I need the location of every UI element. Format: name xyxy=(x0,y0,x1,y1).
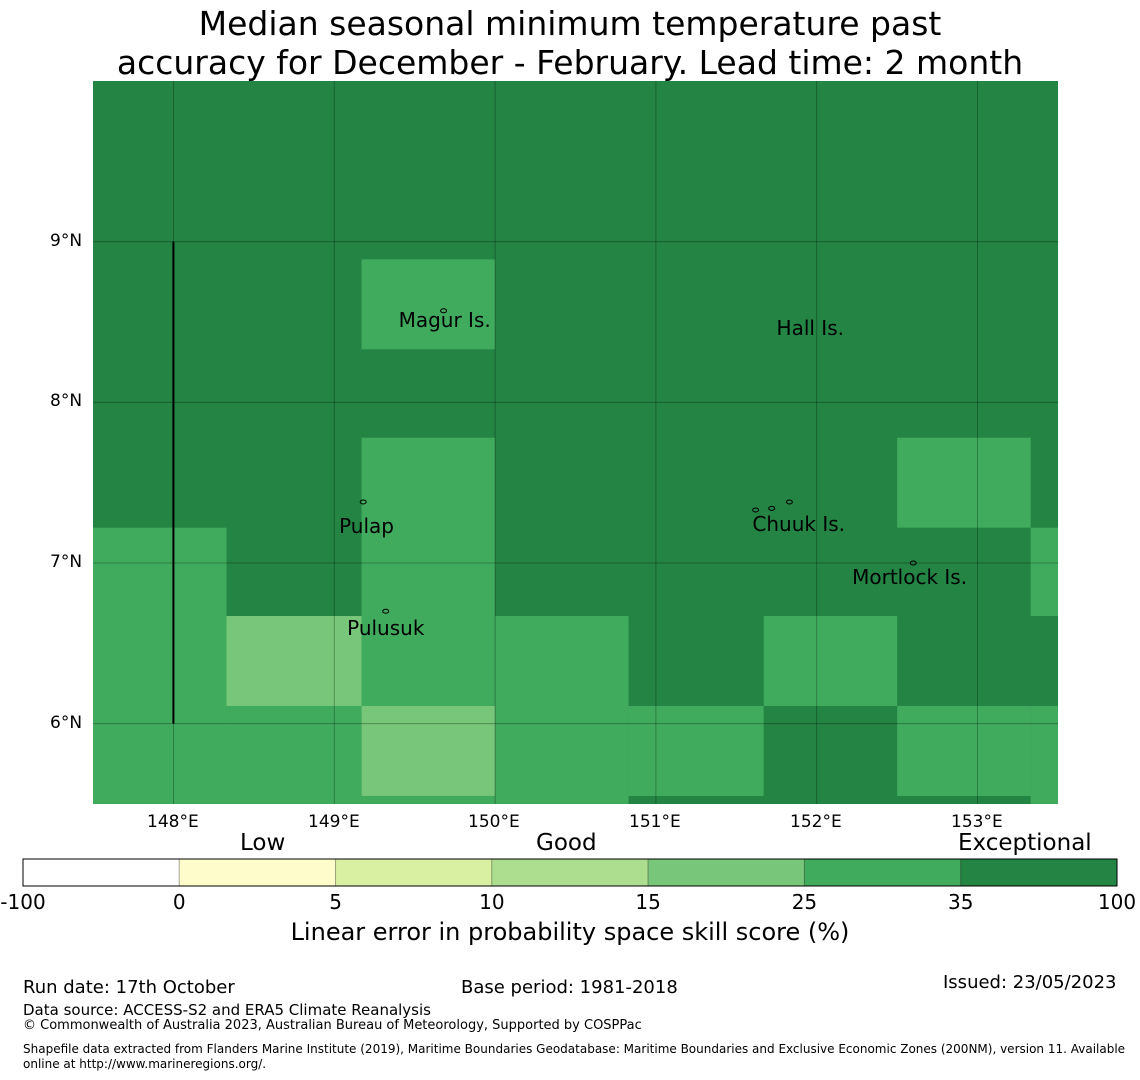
colorbar xyxy=(22,858,1118,887)
skill-map xyxy=(93,81,1058,804)
lat-tick: 8°N xyxy=(50,391,83,411)
category-low: Low xyxy=(240,830,286,856)
data-source: Data source: ACCESS-S2 and ERA5 Climate … xyxy=(23,1001,431,1019)
colorbar-tick: 5 xyxy=(329,890,342,914)
island-outline xyxy=(768,505,776,511)
colorbar-swatch xyxy=(960,858,1118,887)
colorbar-frame xyxy=(22,858,1118,887)
title-line-2: accuracy for December - February. Lead t… xyxy=(116,43,1024,82)
place-label-mortlock: Mortlock Is. xyxy=(852,565,968,590)
lat-tick: 9°N xyxy=(50,231,83,251)
grid-cell xyxy=(361,795,496,804)
colorbar-swatch xyxy=(335,858,493,887)
island-outline xyxy=(440,308,448,314)
lat-tick: 6°N xyxy=(50,713,83,733)
place-label-magur: Magur Is. xyxy=(398,308,491,332)
colorbar-tick: 35 xyxy=(947,890,974,914)
colorbar-tick: 100 xyxy=(1097,890,1137,914)
map-cells xyxy=(93,259,1058,804)
colorbar-tick: 15 xyxy=(635,890,661,914)
shapefile-credit-2: online at http://www.marineregions.org/. xyxy=(23,1057,267,1071)
grid-cell xyxy=(93,527,227,804)
place-label-pulusuk: Pulusuk xyxy=(347,616,425,641)
colorbar-swatch xyxy=(22,858,180,887)
colorbar-swatch xyxy=(803,858,962,887)
grid-cell xyxy=(763,616,898,706)
colorbar-swatch xyxy=(647,858,805,887)
lon-tick: 153°E xyxy=(951,812,1003,832)
island-outline xyxy=(359,499,367,505)
title-line-1: Median seasonal minimum temperature past xyxy=(198,4,942,43)
place-label-pulap: Pulap xyxy=(339,513,394,538)
place-label-hall: Hall Is. xyxy=(776,316,844,341)
colorbar-tick: 0 xyxy=(172,890,186,914)
lat-tick: 7°N xyxy=(50,552,83,572)
island-outlines xyxy=(359,308,917,614)
island-outline xyxy=(752,507,760,513)
lon-tick: 148°E xyxy=(147,812,199,832)
page-title: Median seasonal minimum temperature past… xyxy=(0,4,1140,82)
lon-tick: 152°E xyxy=(790,812,842,832)
colorbar-label: Linear error in probability space skill … xyxy=(290,918,850,946)
colorbar-tick: 10 xyxy=(479,890,505,914)
shapefile-credit-1: Shapefile data extracted from Flanders M… xyxy=(23,1042,1126,1056)
grid-cell xyxy=(628,705,764,796)
run-date: Run date: 17th October xyxy=(23,977,235,998)
lon-tick: 151°E xyxy=(629,812,681,832)
grid-cell xyxy=(361,259,496,350)
lon-tick: 150°E xyxy=(468,812,520,832)
island-outline xyxy=(785,499,793,505)
grid-cell xyxy=(361,705,496,796)
grid-cell xyxy=(897,705,1031,796)
colorbar-tick: 25 xyxy=(791,890,818,914)
grid-cell xyxy=(361,437,496,706)
colorbar-swatch xyxy=(178,858,337,887)
graticule xyxy=(93,81,1058,804)
grid-cell xyxy=(226,616,362,706)
category-exceptional: Exceptional xyxy=(958,830,1092,856)
grid-cell xyxy=(1030,527,1058,617)
grid-cell xyxy=(495,616,629,804)
island-outline xyxy=(909,560,917,566)
grid-cell xyxy=(226,705,362,804)
island-outline xyxy=(382,608,390,614)
grid-cell xyxy=(1030,705,1058,804)
colorbar-tick: -100 xyxy=(0,890,46,914)
colorbar-swatch xyxy=(491,858,649,887)
base-period: Base period: 1981-2018 xyxy=(461,977,678,998)
place-label-chuuk: Chuuk Is. xyxy=(752,512,846,537)
category-good: Good xyxy=(536,830,597,856)
copyright: © Commonwealth of Australia 2023, Austra… xyxy=(23,1018,642,1033)
lon-tick: 149°E xyxy=(308,812,360,832)
issued-date: Issued: 23/05/2023 xyxy=(943,972,1117,993)
grid-cell xyxy=(897,437,1031,528)
